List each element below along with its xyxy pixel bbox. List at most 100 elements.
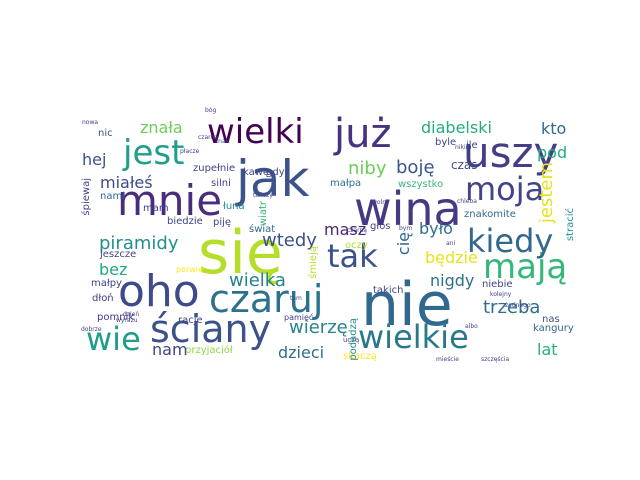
word-byle: byle <box>435 137 457 148</box>
word-moja: moja <box>465 170 545 208</box>
word-takich: takich <box>373 285 404 296</box>
word-mnie: mnie <box>117 176 223 225</box>
word-jest: jest <box>123 133 185 173</box>
word-miescie: mieście <box>436 356 459 363</box>
word-wielka: wielka <box>229 270 286 291</box>
word-kto: kto <box>541 119 567 138</box>
word-pomnik: pomnik <box>97 312 135 323</box>
word-biedzie: biedzie <box>167 216 203 227</box>
word-jak: jak <box>236 150 310 208</box>
word-boje: boję <box>396 157 435 178</box>
word-niebie: niebie <box>482 279 513 290</box>
word-swiat: świat <box>249 224 276 235</box>
word-kiedy: kiedy <box>467 222 554 260</box>
word-nas: nas <box>542 314 560 325</box>
word-glos: głos <box>370 221 391 232</box>
word-placze: płacze <box>180 148 200 155</box>
word-nie: nie <box>361 270 453 340</box>
word-skacza: skaczą <box>343 351 377 362</box>
word-albo: albo <box>465 323 478 330</box>
word-nigdy: nigdy <box>430 271 475 290</box>
word-bym: bym <box>399 225 413 232</box>
word-czarna-2: czarną <box>347 227 367 234</box>
word-czarna: czarna <box>198 134 218 141</box>
word-dobrze: dobrze <box>81 326 102 333</box>
word-wiatr: wiatr <box>258 201 269 227</box>
word-nic: nic <box>98 128 113 139</box>
word-cie: cię <box>394 232 413 256</box>
word-wolny: wolny <box>372 199 390 206</box>
word-czas: czas <box>451 158 478 172</box>
word-tanczy: tańczy <box>253 192 273 199</box>
word-bog: bóg <box>205 107 217 114</box>
word-kolejny: kolejny <box>490 291 512 298</box>
word-ucza: uczą <box>343 336 360 344</box>
word-silni: silni <box>211 178 231 189</box>
word-porwie: porwie <box>176 265 203 274</box>
word-bedzie: będzie <box>425 248 478 267</box>
word-racje: racje <box>178 315 203 326</box>
word-dzien: dzień <box>123 311 140 318</box>
word-nowa: nowa <box>82 119 99 126</box>
word-nami: nami <box>100 191 125 202</box>
word-wielki: wielki <box>207 112 304 152</box>
word-wielkie: wielkie <box>358 318 469 356</box>
word-trzeba: trzeba <box>483 297 541 318</box>
word-wszystko: wszystko <box>398 179 444 190</box>
word-jestem: jestem <box>536 162 557 224</box>
word-hej: hej <box>82 150 107 169</box>
word-masz: masz <box>324 220 367 239</box>
word-diabelski: diabelski <box>421 118 492 137</box>
word-tak: tak <box>327 237 378 275</box>
word-niby: niby <box>348 158 387 179</box>
word-wierze: wierzę <box>289 317 348 338</box>
word-lat: lat <box>537 340 558 359</box>
word-wie: wie <box>86 320 141 358</box>
word-oho: oho <box>118 266 200 317</box>
word-jeszcze: jeszcze <box>100 249 137 260</box>
word-malpy: małpy <box>91 278 122 289</box>
word-sie: się <box>198 218 283 288</box>
word-nam: nam <box>152 340 188 359</box>
word-wtedy: wtedy <box>262 230 317 251</box>
word-wina: wina <box>354 182 462 236</box>
word-pod: pod <box>537 143 568 162</box>
word-uszy: uszy <box>463 128 559 177</box>
word-szczescia: szczęścia <box>481 356 510 363</box>
word-piramidy: piramidy <box>99 233 179 254</box>
word-ani: ani <box>446 240 456 247</box>
word-oczy: oczy <box>345 240 368 251</box>
word-mialés: miałeś <box>100 173 153 192</box>
word-bylo: było <box>419 219 453 238</box>
word-przyjaciol: przyjaciół <box>185 345 233 356</box>
word-pamiec: pamięć <box>284 313 314 322</box>
word-stracic: stracić <box>565 208 576 242</box>
word-dzieci: dzieci <box>278 343 325 362</box>
word-luna: łuna <box>223 201 245 212</box>
word-ile: ile <box>466 140 478 151</box>
word-zadnego: żadnego <box>505 302 531 309</box>
word-gdy: gdy <box>266 167 285 178</box>
word-pije: piję <box>213 217 232 228</box>
word-znakomite: znakomite <box>464 209 516 220</box>
word-zupelnie: zupełnie <box>193 163 236 174</box>
word-bez: bez <box>99 260 128 279</box>
word-znala: znała <box>140 118 183 137</box>
word-juz: już <box>334 111 392 157</box>
word-smieja: śmieją <box>308 246 319 279</box>
word-znak: znak <box>215 138 230 145</box>
word-kawe: kawę <box>243 167 270 178</box>
word-nikim: nikim <box>455 144 472 151</box>
word-dlon: dłoń <box>92 293 114 304</box>
word-malpa: małpa <box>330 178 362 189</box>
word-chleba: chleba <box>457 198 477 205</box>
word-czaruj: czaruj <box>209 277 324 321</box>
word-spiewaj: śpiewaj <box>81 178 92 216</box>
word-tam: tam <box>290 295 302 302</box>
word-kangury: kangury <box>533 323 574 334</box>
word-mam: mam <box>143 203 169 214</box>
word-maja: mają <box>483 247 568 287</box>
word-sciany: ściany <box>150 307 272 351</box>
word-wyrazu: wyrazu <box>116 317 138 324</box>
